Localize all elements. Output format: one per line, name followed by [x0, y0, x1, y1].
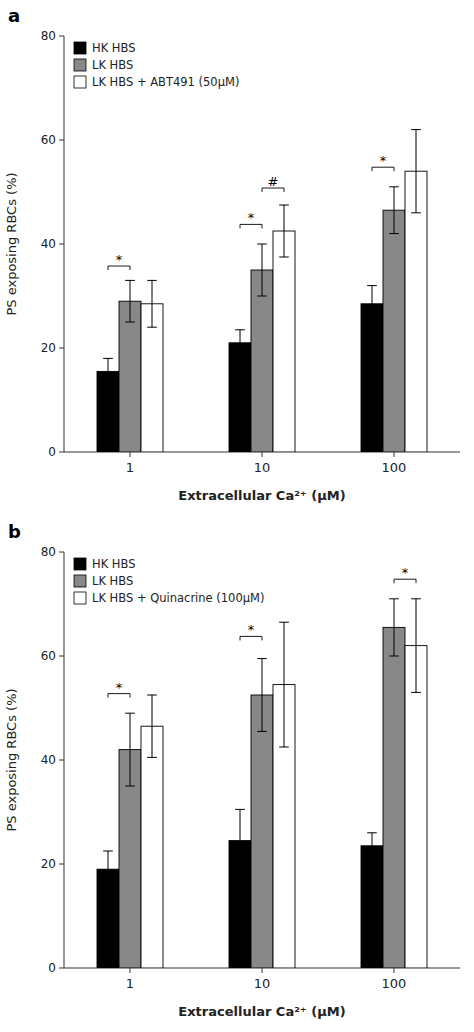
legend-swatch — [74, 42, 86, 54]
significance-label: * — [402, 565, 409, 580]
error-bar — [235, 330, 245, 356]
bar — [141, 726, 163, 968]
y-axis-label: PS exposing RBCs (%) — [4, 688, 19, 831]
significance-label: * — [380, 153, 387, 168]
significance-label: * — [116, 252, 123, 267]
error-bar — [103, 851, 113, 887]
legend-swatch — [74, 59, 86, 71]
error-bar — [235, 809, 245, 871]
plot-area — [97, 599, 427, 968]
x-tick-label: 100 — [382, 976, 407, 991]
y-tick-label: 60 — [41, 133, 56, 147]
error-bar — [411, 130, 421, 213]
plot-area — [97, 130, 427, 452]
y-tick — [59, 656, 64, 657]
error-bar — [147, 695, 157, 757]
bar — [273, 231, 295, 452]
y-tick-label: 20 — [41, 341, 56, 355]
bar — [229, 343, 251, 452]
bar — [119, 301, 141, 452]
error-bar — [257, 244, 267, 296]
legend-label: HK HBS — [92, 557, 135, 571]
significance-label: # — [268, 174, 279, 189]
panel: a 0 20 40 60 80 PS exposing RBCs (%) 1 10 100 Extr… — [4, 5, 460, 503]
x-axis-label: Extracellular Ca²⁺ (μM) — [178, 488, 345, 503]
y-tick-label: 0 — [48, 961, 56, 975]
error-bar — [125, 280, 135, 322]
x-tick-label: 1 — [126, 976, 134, 991]
y-tick-label: 40 — [41, 753, 56, 767]
y-tick — [59, 452, 64, 453]
panel-label: a — [8, 5, 20, 26]
error-bar — [389, 599, 399, 656]
x-tick — [262, 968, 263, 973]
legend: HK HBS LK HBS LK HBS + Quinacrine (100μM) — [74, 557, 264, 605]
y-tick — [59, 140, 64, 141]
x-tick — [130, 452, 131, 457]
panel-label: b — [8, 521, 21, 542]
legend-swatch — [74, 592, 86, 604]
bar — [405, 171, 427, 452]
y-tick-label: 20 — [41, 857, 56, 871]
error-bar — [389, 187, 399, 234]
y-tick — [59, 244, 64, 245]
legend-label: LK HBS — [92, 58, 133, 72]
error-bar — [103, 358, 113, 384]
y-tick-label: 40 — [41, 237, 56, 251]
y-tick-label: 80 — [41, 29, 56, 43]
y-tick — [59, 864, 64, 865]
error-bar — [257, 659, 267, 732]
x-tick — [130, 968, 131, 973]
bar — [361, 304, 383, 452]
y-tick-label: 80 — [41, 545, 56, 559]
y-tick-label: 60 — [41, 649, 56, 663]
legend-label: HK HBS — [92, 41, 135, 55]
legend-swatch — [74, 76, 86, 88]
bar — [361, 846, 383, 968]
error-bar — [279, 622, 289, 747]
error-bar — [411, 599, 421, 693]
legend: HK HBS LK HBS LK HBS + ABT491 (50μM) — [74, 41, 239, 89]
significance-label: * — [248, 622, 255, 637]
y-tick — [59, 348, 64, 349]
bar — [405, 646, 427, 968]
significance-label: * — [248, 210, 255, 225]
x-tick-label: 100 — [382, 460, 407, 475]
y-tick — [59, 552, 64, 553]
x-tick-label: 1 — [126, 460, 134, 475]
error-bar — [125, 713, 135, 786]
x-tick — [394, 968, 395, 973]
bar — [251, 270, 273, 452]
y-tick — [59, 760, 64, 761]
legend-label: LK HBS + Quinacrine (100μM) — [92, 591, 264, 605]
error-bar — [147, 280, 157, 327]
x-axis-label: Extracellular Ca²⁺ (μM) — [178, 1004, 345, 1019]
error-bar — [367, 833, 377, 859]
significance-label: * — [116, 680, 123, 695]
panel: b 0 20 40 60 80 PS exposing RBCs (%) 1 10 100 Extr… — [4, 521, 460, 1019]
legend-swatch — [74, 575, 86, 587]
bar — [383, 210, 405, 452]
legend-label: LK HBS + ABT491 (50μM) — [92, 75, 239, 89]
bar — [251, 695, 273, 968]
error-bar — [279, 205, 289, 257]
bar — [383, 627, 405, 968]
x-tick-label: 10 — [254, 976, 271, 991]
legend-label: LK HBS — [92, 574, 133, 588]
x-tick-label: 10 — [254, 460, 271, 475]
y-axis-label: PS exposing RBCs (%) — [4, 172, 19, 315]
y-tick-label: 0 — [48, 445, 56, 459]
y-tick — [59, 36, 64, 37]
x-tick — [394, 452, 395, 457]
figure: a020406080PS exposing RBCs (%)110100Extr… — [0, 0, 474, 1032]
error-bar — [367, 286, 377, 322]
y-tick — [59, 968, 64, 969]
x-tick — [262, 452, 263, 457]
legend-swatch — [74, 558, 86, 570]
